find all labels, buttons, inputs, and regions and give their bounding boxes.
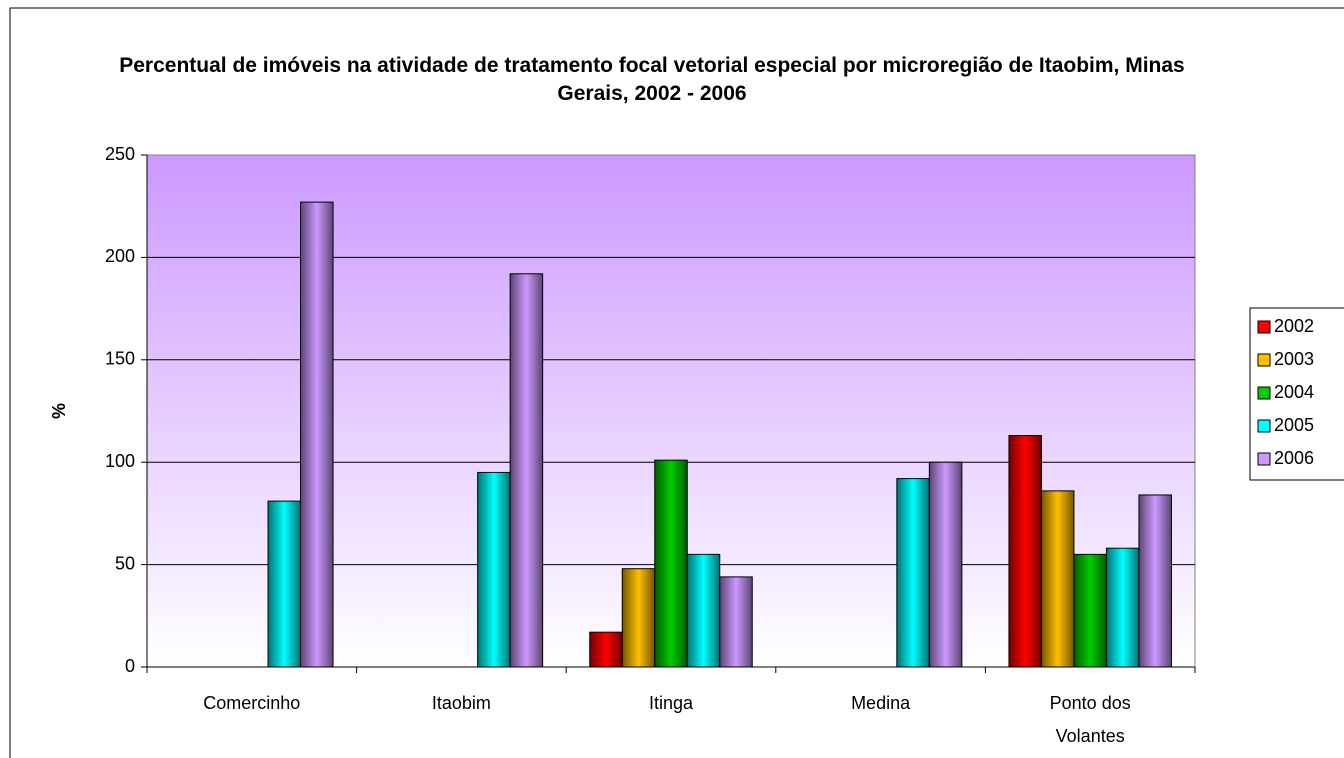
bar [477, 471, 511, 668]
chart-title: Percentual de imóveis na atividade de tr… [119, 54, 1185, 105]
y-tick-label: 50 [115, 553, 135, 573]
legend-swatch [1257, 353, 1271, 367]
bar [267, 500, 302, 668]
legend-label: 2006 [1274, 448, 1314, 468]
bar [719, 576, 753, 668]
legend-swatch [1257, 452, 1271, 466]
x-tick-label: Ponto dos Volantes [1050, 693, 1131, 746]
legend-label: 2005 [1274, 415, 1314, 435]
bar [1073, 553, 1107, 668]
bar [1008, 435, 1042, 668]
y-tick-label: 0 [125, 656, 135, 676]
legend-label: 2002 [1274, 316, 1314, 336]
bar [654, 459, 688, 668]
bar [589, 631, 623, 668]
y-tick-label: 250 [105, 144, 135, 164]
bar [1138, 494, 1172, 668]
bar [1105, 547, 1140, 668]
bar [928, 461, 963, 668]
x-tick-label: Itinga [649, 693, 694, 713]
bar [300, 201, 334, 668]
bar [686, 553, 721, 668]
legend-label: 2004 [1274, 382, 1314, 402]
bar [509, 273, 544, 668]
legend-swatch [1257, 419, 1271, 433]
bar [621, 568, 656, 668]
y-tick-label: 100 [105, 451, 135, 471]
bar [896, 478, 930, 668]
x-tick-label: Itaobim [432, 693, 491, 713]
bar [1040, 490, 1075, 668]
legend-label: 2003 [1274, 349, 1314, 369]
y-tick-label: 200 [105, 246, 135, 266]
y-tick-label: 150 [105, 349, 135, 369]
y-axis-label: % [49, 403, 69, 419]
legend-swatch [1257, 386, 1271, 400]
x-tick-label: Medina [851, 693, 911, 713]
x-tick-label: Comercinho [203, 693, 300, 713]
legend-swatch [1257, 320, 1271, 334]
